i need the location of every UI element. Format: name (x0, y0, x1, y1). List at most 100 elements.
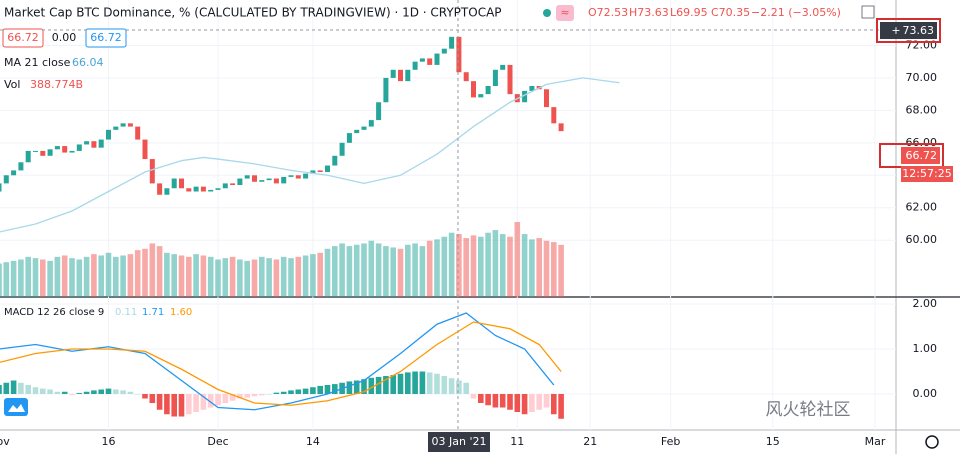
candle-body (0, 183, 2, 192)
last-price: 66.72 (906, 149, 938, 162)
candle-body (449, 36, 455, 49)
signal-value: 1.60 (170, 307, 192, 318)
histogram-bar (10, 380, 17, 394)
candle-body (361, 126, 367, 130)
candle-body (142, 139, 148, 160)
histogram-bar (361, 379, 367, 394)
candle-body (434, 53, 440, 65)
histogram-bar (514, 394, 521, 412)
volume (0, 222, 564, 297)
volume-bar (317, 252, 323, 297)
volume-bar (18, 259, 24, 297)
settings-button[interactable] (925, 435, 939, 449)
candle-body (332, 155, 338, 166)
macd-value: 1.71 (142, 307, 164, 318)
status-icon (556, 5, 574, 21)
candle-body (84, 141, 90, 145)
candle-body (295, 175, 301, 179)
volume-bar (346, 246, 353, 297)
histogram-bar (61, 391, 68, 394)
ohlc: O72.53 H73.63 L69.95 C70.35 −2.21 (−3.05%) (588, 6, 841, 19)
volume-bar (383, 246, 389, 297)
volume-bar (142, 248, 148, 297)
candle-body (40, 150, 46, 156)
candle-body (339, 142, 345, 156)
histogram-bar (207, 394, 214, 408)
histogram-bar (529, 394, 535, 412)
ohlc-item: O72.53 (588, 6, 628, 19)
volume-bar (76, 259, 83, 297)
histogram-bar (76, 393, 83, 394)
histogram-bar (200, 394, 207, 410)
x-tick-label: 14 (306, 435, 320, 448)
volume-bar (390, 247, 396, 297)
histogram-bar (551, 394, 557, 415)
collapse-button[interactable] (861, 5, 875, 19)
histogram-bar (215, 394, 221, 406)
candle-body (47, 149, 53, 156)
volume-bar (521, 234, 528, 297)
volume-bar (171, 254, 177, 297)
logo[interactable] (4, 398, 28, 416)
highlight-box (876, 18, 941, 43)
macd-hist-value: 0.11 (115, 307, 137, 318)
histogram-bar (266, 394, 272, 395)
volume-bar (251, 259, 258, 297)
volume-bar (98, 255, 104, 297)
histogram-bar (478, 394, 484, 403)
candle-body (18, 162, 24, 171)
volume-bar (551, 242, 557, 297)
volume-bar (244, 260, 250, 297)
x-tick-label: 21 (583, 435, 597, 448)
histogram-bar (186, 394, 192, 415)
volume-bar (412, 243, 418, 297)
histogram-bar (244, 394, 250, 398)
volume-bar (426, 240, 433, 297)
histogram-bar (25, 385, 31, 394)
histogram-bar (142, 394, 148, 399)
volume-bar (499, 234, 506, 297)
volume-bar (536, 238, 542, 297)
volume-bar (259, 256, 265, 297)
volume-bar (32, 258, 39, 297)
histogram-bar (434, 373, 440, 394)
y-tick-label: 62.00 (906, 201, 938, 214)
price-box[interactable] (2, 28, 44, 48)
candle-body (259, 180, 265, 182)
candle-body (398, 69, 403, 82)
candle-body (529, 86, 535, 91)
volume-bar (186, 256, 192, 297)
candle-body (135, 126, 141, 140)
histogram-bar (69, 394, 75, 395)
x-tick-label: 16 (102, 435, 116, 448)
histogram-bar (558, 394, 564, 419)
volume-bar (178, 255, 185, 297)
volume-bar (419, 246, 426, 297)
candle-body (54, 146, 60, 150)
status-icon-glyph: ≈ (560, 6, 569, 19)
watermark: 风火轮社区 (766, 400, 851, 420)
candle-body (427, 58, 433, 65)
ma-line (0, 77, 620, 233)
y-tick-label: 72.00 (906, 38, 938, 51)
countdown-bg (901, 166, 953, 182)
volume-bar (368, 240, 375, 297)
price-box2[interactable] (85, 28, 127, 48)
candle-body (157, 183, 163, 195)
volume-bar (91, 254, 97, 297)
histogram-bar (47, 389, 53, 394)
histogram-bar (171, 394, 177, 417)
vol-value: 388.774B (30, 78, 83, 91)
volume-bar (295, 256, 302, 297)
volume-bar (302, 255, 309, 297)
candle-body (368, 120, 374, 127)
histogram-bar (456, 380, 462, 394)
histogram-bar (83, 391, 90, 394)
volume-bar (120, 255, 126, 297)
volume-bar (463, 238, 469, 297)
macd-line (0, 312, 555, 411)
ohlc-item: −2.21 (−3.05%) (751, 6, 841, 19)
candle-body (441, 48, 447, 54)
volume-bar (332, 246, 338, 297)
